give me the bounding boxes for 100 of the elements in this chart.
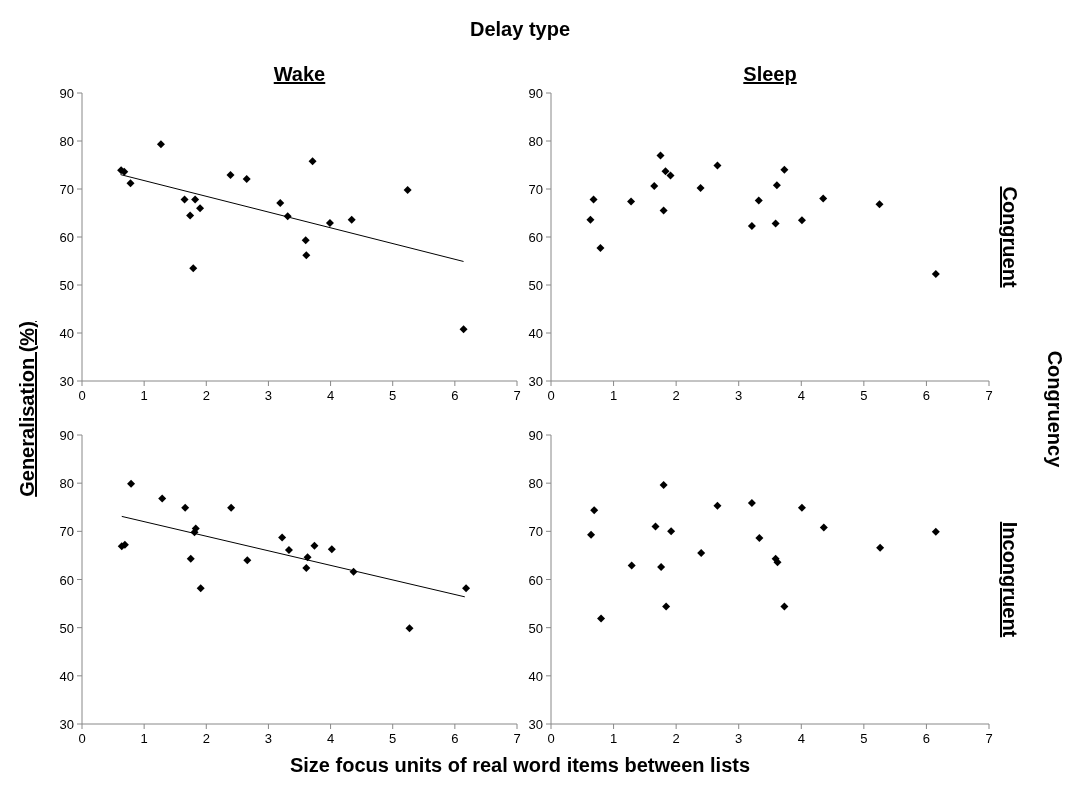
point [191, 195, 200, 204]
point [278, 533, 287, 542]
y-tick-label: 70 [528, 182, 543, 197]
point [747, 221, 756, 230]
x-tick-label: 6 [922, 731, 931, 746]
x-tick-label: 2 [672, 388, 680, 403]
x-tick-label: 7 [985, 388, 993, 403]
y2-axis-title: Incongruent [999, 521, 1021, 638]
point [156, 140, 165, 149]
point [931, 269, 940, 278]
point [462, 584, 471, 593]
point [773, 558, 782, 567]
x-tick-label: 6 [451, 731, 459, 746]
y-tick-label: 30 [528, 374, 543, 389]
y-tick-label: 90 [59, 86, 74, 101]
x-tick-label: 7 [513, 388, 521, 403]
y-tick-label: 30 [59, 717, 74, 732]
y-tick-label: 50 [59, 278, 74, 293]
x-tick-label: 1 [140, 388, 148, 403]
point [243, 556, 252, 565]
point [651, 522, 660, 531]
point [189, 264, 198, 273]
point [284, 546, 293, 555]
x-tick-label: 0 [78, 731, 86, 746]
y-tick-label: 60 [528, 572, 543, 588]
point [656, 151, 665, 160]
point [876, 543, 885, 552]
point [590, 506, 599, 515]
point [659, 206, 668, 215]
x-axis-title: Size focus units of real word items between lists [289, 754, 751, 776]
point [589, 195, 598, 204]
point [181, 503, 190, 512]
x-tick-label: 5 [389, 388, 397, 403]
point [186, 554, 195, 563]
point [405, 624, 414, 633]
point [713, 161, 722, 170]
point [696, 184, 705, 193]
y-tick-label: 80 [528, 134, 543, 149]
point [666, 171, 675, 180]
y-tick-label: 50 [528, 278, 543, 293]
x-tick-label: 2 [202, 731, 210, 746]
point [327, 545, 336, 554]
x-tick-label: 5 [860, 731, 868, 746]
y-tick-label: 50 [528, 620, 543, 636]
point [754, 196, 763, 205]
x-tick-label: 0 [547, 388, 555, 403]
point [302, 563, 311, 572]
point [196, 204, 205, 213]
point [587, 530, 596, 539]
x-tick-label: 3 [735, 731, 743, 746]
x-tick-label: 4 [797, 731, 805, 746]
point [242, 174, 251, 183]
y-tick-label: 40 [528, 668, 543, 684]
point [347, 215, 356, 224]
point [586, 215, 595, 224]
y-tick-label: 60 [59, 230, 74, 245]
y2-axis-title: Congruent [999, 186, 1021, 288]
y-tick-label: 70 [528, 524, 543, 540]
x-tick-label: 4 [326, 731, 335, 746]
point [772, 181, 781, 190]
point [627, 197, 636, 206]
x-tick-label: 1 [140, 731, 148, 746]
point [308, 157, 317, 166]
x-tick-label: 7 [985, 731, 993, 746]
point [180, 195, 189, 204]
x-tick-label: 3 [735, 388, 743, 403]
point [196, 584, 205, 593]
point [819, 523, 828, 532]
point [797, 216, 806, 225]
chart-title: Sleep [743, 63, 797, 85]
point [771, 219, 780, 228]
x-tick-label: 0 [547, 731, 555, 746]
point [597, 614, 606, 623]
x-tick-label: 3 [264, 731, 273, 746]
y-tick-label: 40 [528, 326, 543, 341]
point [403, 185, 412, 194]
text: Congruency [1044, 350, 1066, 469]
point [596, 244, 605, 253]
point [226, 171, 235, 180]
point [227, 503, 236, 512]
y-tick-label: 50 [59, 620, 74, 636]
point [276, 198, 285, 207]
y-tick-label: 70 [59, 524, 74, 540]
point [459, 325, 468, 334]
y-tick-label: 60 [528, 230, 543, 245]
point [158, 494, 167, 503]
y-tick-label: 40 [59, 326, 74, 341]
x-tick-label: 1 [609, 731, 618, 746]
point [662, 602, 671, 611]
y-axis-title: Generalisation (%) [16, 321, 38, 497]
point [819, 194, 828, 203]
point [325, 219, 334, 228]
point [627, 561, 636, 570]
x-tick-label: 6 [922, 388, 931, 403]
point [303, 553, 312, 562]
y-tick-label: 90 [59, 428, 74, 443]
y-tick-label: 70 [59, 182, 74, 197]
x-tick-label: 6 [451, 388, 459, 403]
point [650, 182, 659, 191]
point [875, 200, 884, 209]
